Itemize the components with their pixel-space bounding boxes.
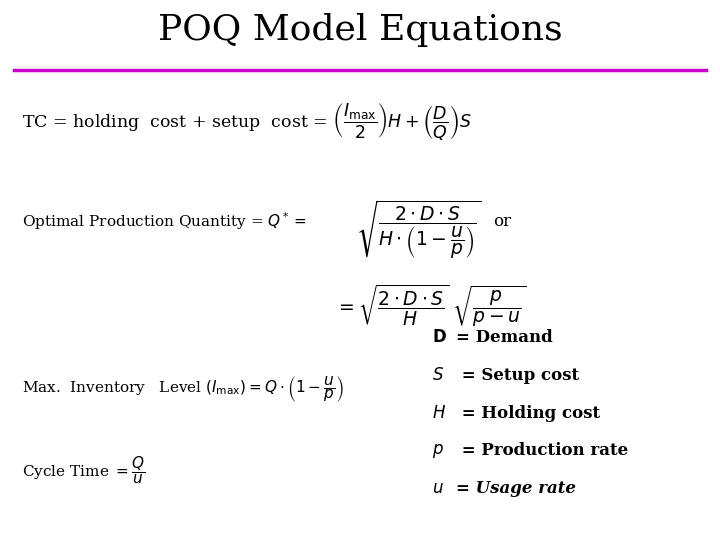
Text: TC = holding  cost + setup  cost = $\left(\dfrac{I_{\mathrm{max}}}{2}\right)H + : TC = holding cost + setup cost = $\left(… [22, 101, 472, 142]
Text: $= \sqrt{\dfrac{2 \cdot D \cdot S}{H}} \; \sqrt{\dfrac{p}{p-u}}$: $= \sqrt{\dfrac{2 \cdot D \cdot S}{H}} \… [335, 282, 526, 328]
Text: $\mathit{S}$: $\mathit{S}$ [432, 367, 444, 384]
Text: or: or [493, 213, 511, 230]
Text: = Usage rate: = Usage rate [456, 480, 576, 497]
Text: $\mathbf{D}$: $\mathbf{D}$ [432, 329, 447, 346]
Text: = Demand: = Demand [456, 329, 552, 346]
Text: $\mathit{p}$: $\mathit{p}$ [432, 442, 444, 460]
Text: Cycle Time $= \dfrac{Q}{u}$: Cycle Time $= \dfrac{Q}{u}$ [22, 454, 145, 485]
Text: = Holding cost: = Holding cost [456, 404, 600, 422]
Text: $\mathit{H}$: $\mathit{H}$ [432, 404, 446, 422]
Text: Max.  Inventory   Level $(I_{\mathrm{max}}) = Q \cdot \left(1 - \dfrac{u}{p}\rig: Max. Inventory Level $(I_{\mathrm{max}})… [22, 374, 343, 404]
Text: $\sqrt{\dfrac{2 \cdot D \cdot S}{H \cdot \left(1 - \dfrac{u}{p}\right)}}$: $\sqrt{\dfrac{2 \cdot D \cdot S}{H \cdot… [356, 199, 482, 260]
Text: $\mathit{u}$: $\mathit{u}$ [432, 480, 444, 497]
Text: POQ Model Equations: POQ Model Equations [158, 13, 562, 46]
Text: = Setup cost: = Setup cost [456, 367, 579, 384]
Text: Optimal Production Quantity = $Q^* = $: Optimal Production Quantity = $Q^* = $ [22, 211, 307, 232]
Text: = Production rate: = Production rate [456, 442, 628, 460]
